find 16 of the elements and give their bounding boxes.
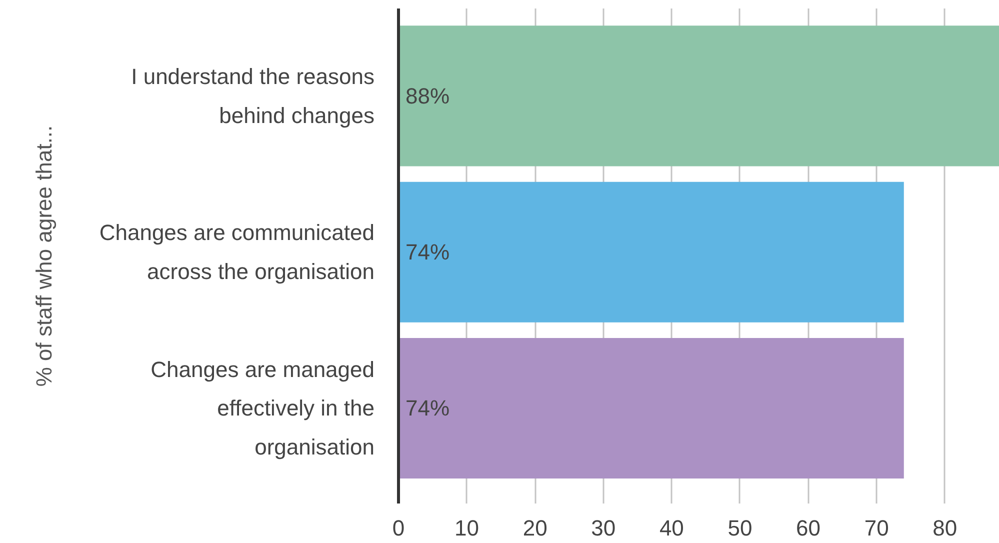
x-tick-label: 70 bbox=[864, 516, 889, 540]
x-tick-label: 20 bbox=[522, 516, 548, 540]
x-tick-label: 40 bbox=[659, 516, 684, 540]
x-tick-label: 80 bbox=[932, 516, 958, 540]
y-axis-title: % of staff who agree that... bbox=[31, 125, 56, 387]
x-tick-label: 10 bbox=[454, 516, 480, 540]
data-label: 74% bbox=[406, 396, 450, 421]
y-tick-label: Changes are communicated across the organisation bbox=[99, 220, 375, 284]
data-label: 74% bbox=[406, 240, 450, 265]
x-tick-label: 0 bbox=[392, 516, 405, 540]
x-tick-label: 60 bbox=[796, 516, 821, 540]
y-tick-label: I understand the reasons behind changes bbox=[131, 64, 375, 128]
y-tick-label: Changes are managed effectively in the organisation bbox=[150, 357, 375, 460]
data-label: 88% bbox=[406, 83, 450, 108]
x-tick-label: 50 bbox=[728, 516, 752, 540]
x-tick-label: 30 bbox=[591, 516, 616, 540]
